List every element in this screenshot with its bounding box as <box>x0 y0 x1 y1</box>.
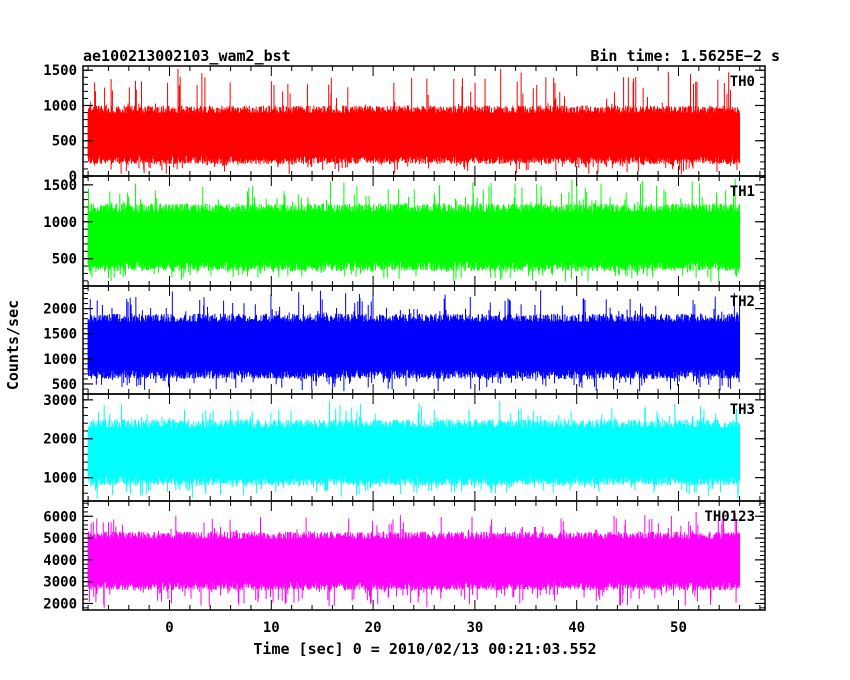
y-tick-label: 500 <box>52 252 77 268</box>
y-tick-label: 1500 <box>43 178 77 194</box>
y-tick-label: 4000 <box>43 553 77 569</box>
y-tick-label: 2000 <box>43 596 77 612</box>
panel-th0123: 2000 3000 4000 5000 6000 TH0123 <box>43 500 766 612</box>
x-tick-label: 40 <box>568 620 585 636</box>
y-tick-label: 500 <box>52 377 77 393</box>
x-tick-label: 50 <box>670 620 687 636</box>
y-tick-label: 2000 <box>43 432 77 448</box>
chart-title-left: ae100213002103_wam2_bst <box>83 47 291 65</box>
chart-title-right: Bin time: 1.5625E−2 s <box>590 47 780 65</box>
y-tick-label: 0 <box>69 169 77 185</box>
series-band-th2 <box>88 321 740 370</box>
x-tick-label: 0 <box>165 620 173 636</box>
series-label-th1: TH1 <box>730 184 755 200</box>
y-tick-label: 1000 <box>43 471 77 487</box>
x-tick-label: 30 <box>466 620 483 636</box>
y-tick-label: 2000 <box>43 302 77 318</box>
series-band-th0 <box>88 112 740 156</box>
series-band-th1 <box>88 211 740 262</box>
panel-th0: 0 500 1000 1500 TH0 <box>43 63 766 185</box>
y-tick-label: 1500 <box>43 327 77 343</box>
series-label-th3: TH3 <box>730 402 755 418</box>
series-band-th3 <box>88 427 740 476</box>
panel-th2: 500 1000 1500 2000 TH2 <box>43 285 766 395</box>
x-axis-label: Time [sec] 0 = 2010/02/13 00:21:03.552 <box>253 640 596 658</box>
y-tick-label: 1000 <box>43 215 77 231</box>
y-tick-label: 3000 <box>43 393 77 409</box>
series-band-th0123 <box>88 538 740 582</box>
y-tick-label: 1500 <box>43 63 77 79</box>
panel-th1: 500 1000 1500 TH1 <box>43 175 766 287</box>
series-label-th0: TH0 <box>730 74 755 90</box>
y-tick-label: 3000 <box>43 575 77 591</box>
series-label-th0123: TH0123 <box>704 509 755 525</box>
y-tick-label: 500 <box>52 134 77 150</box>
series-label-th2: TH2 <box>730 294 755 310</box>
panel-th3: 1000 2000 3000 TH3 <box>43 393 766 502</box>
panels-group: 0 500 1000 1500 TH0 500 1000 1500 TH1 500 1000 1500… <box>43 63 766 612</box>
x-tick-label: 20 <box>365 620 382 636</box>
x-axis: 0 10 20 30 40 50 <box>165 620 687 636</box>
y-axis-label: Counts/sec <box>4 300 22 390</box>
x-tick-label: 10 <box>263 620 280 636</box>
y-tick-label: 5000 <box>43 531 77 547</box>
y-tick-label: 1000 <box>43 352 77 368</box>
y-tick-label: 1000 <box>43 98 77 114</box>
y-tick-label: 6000 <box>43 509 77 525</box>
